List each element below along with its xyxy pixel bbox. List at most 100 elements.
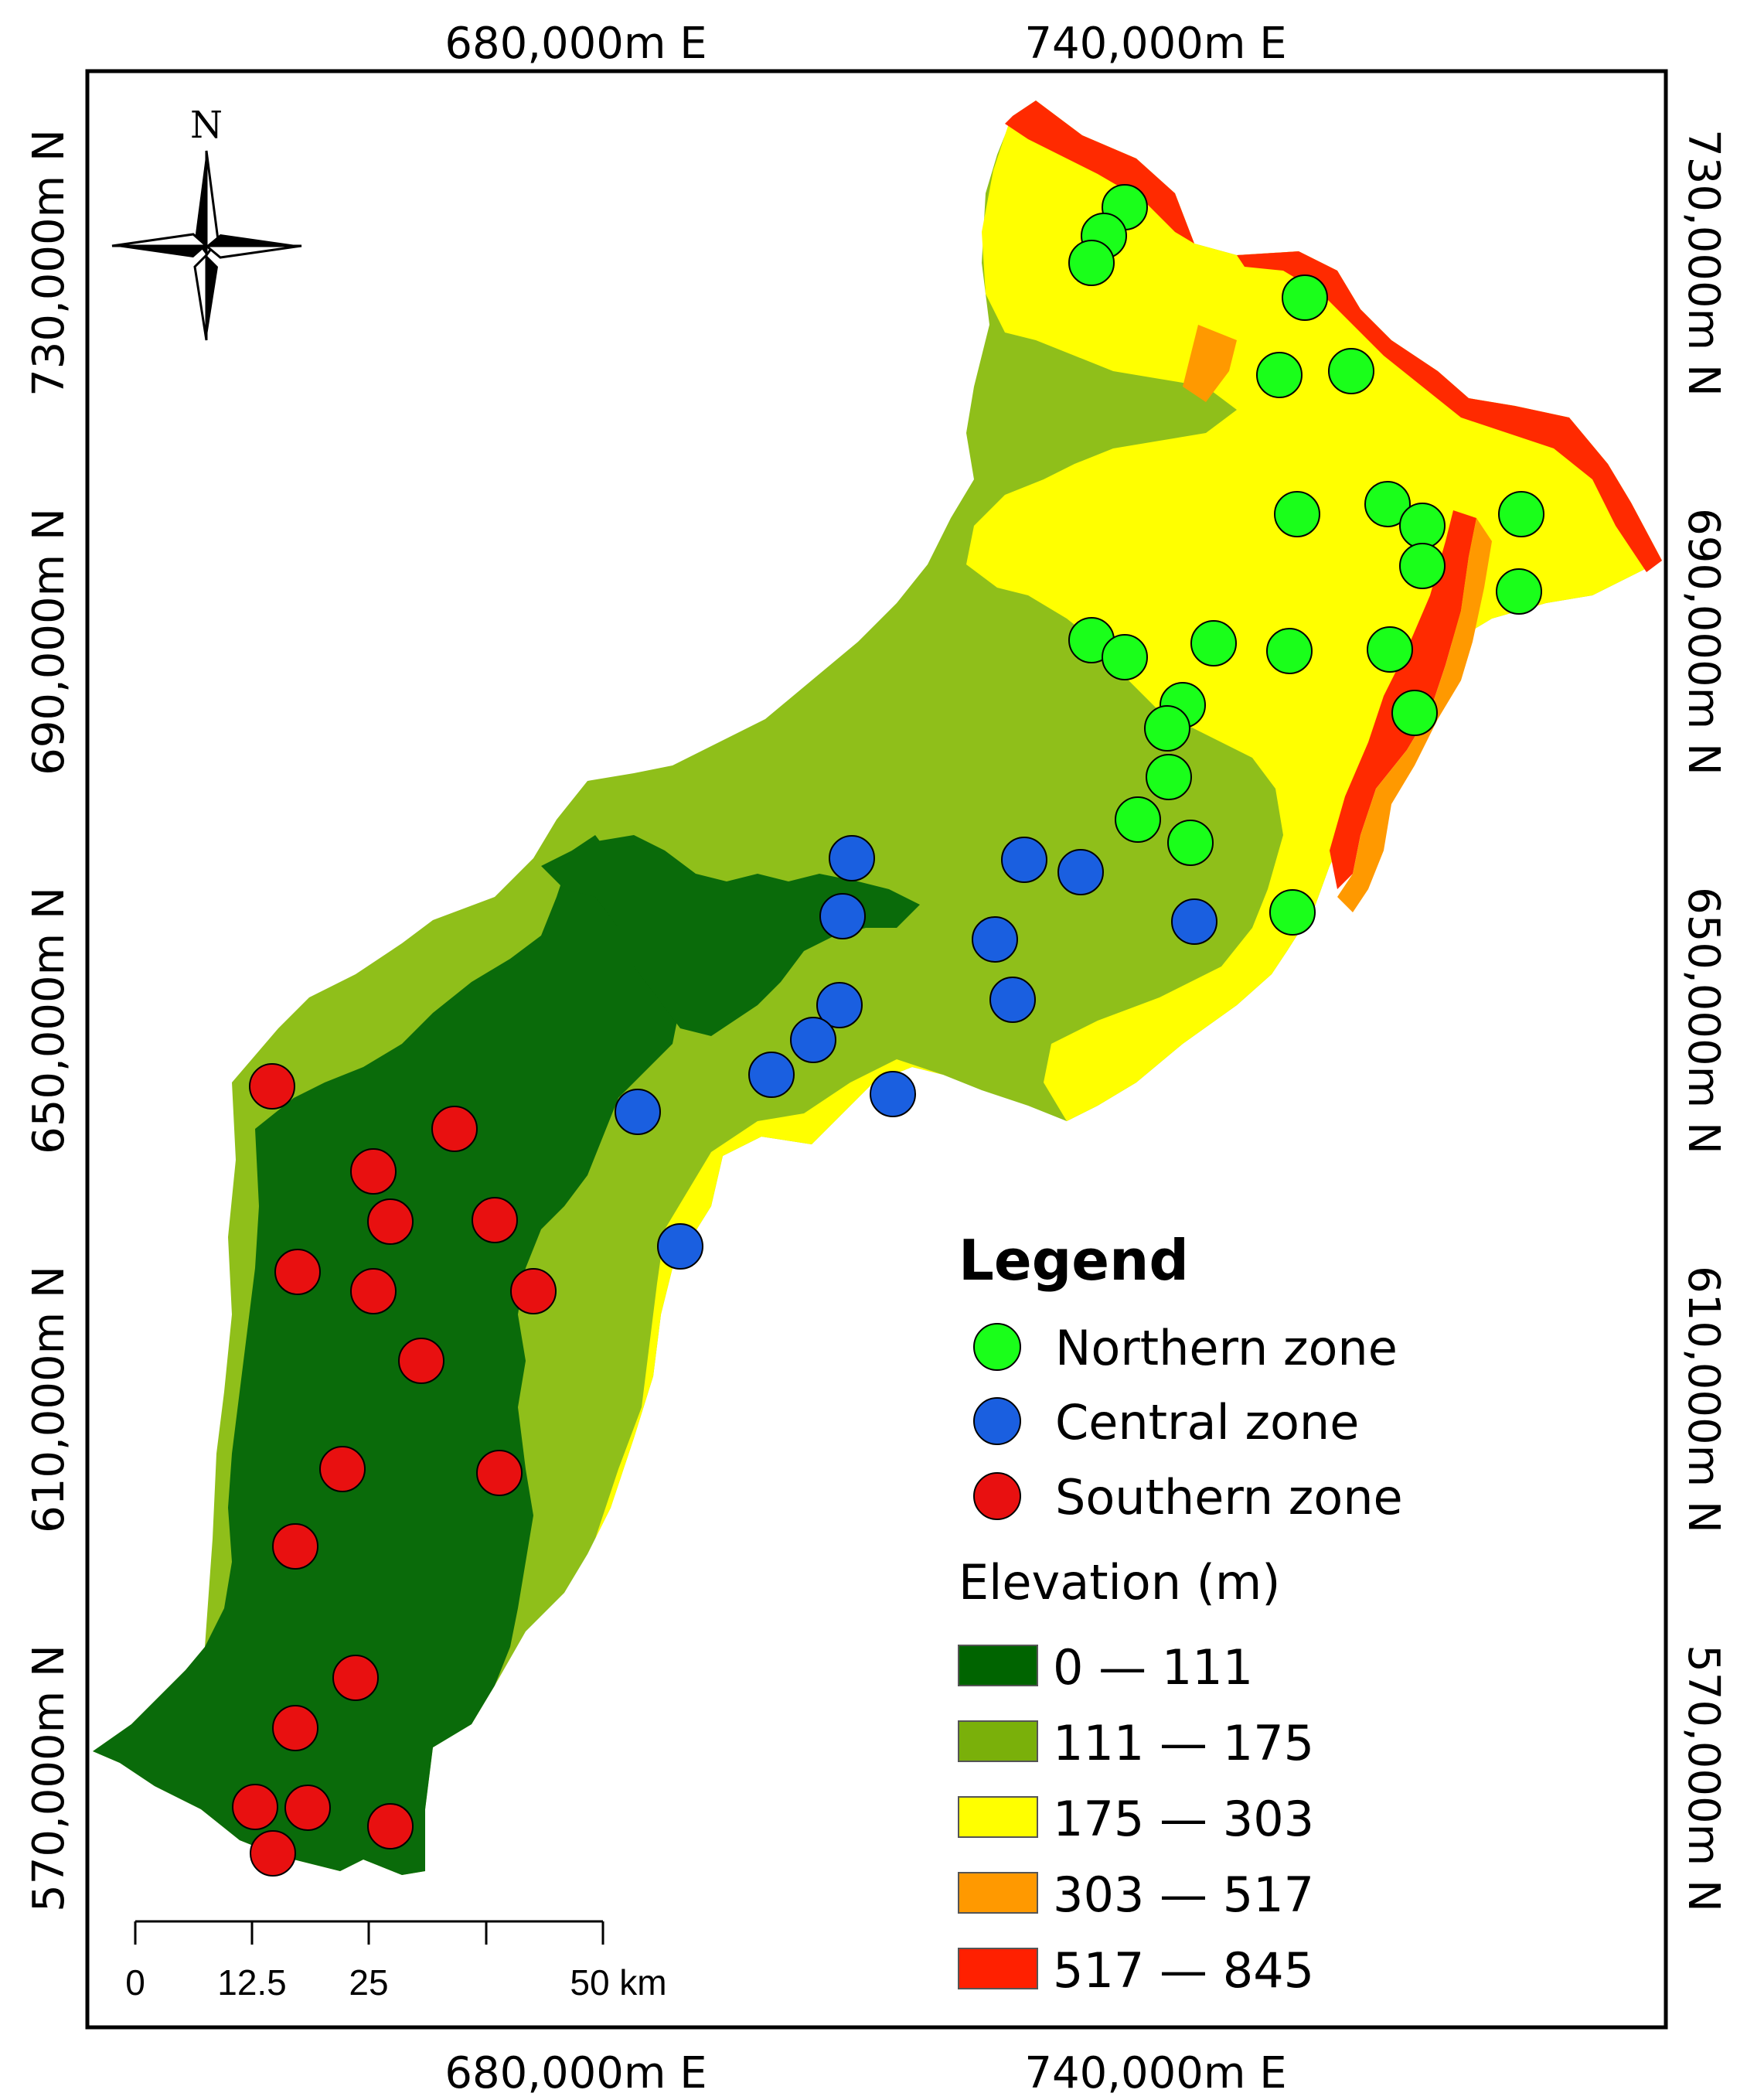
elevation-175-303-west <box>595 1059 943 1539</box>
legend: Legend Northern zone Central zone Southe… <box>958 1228 1403 1999</box>
southern-zone-point <box>274 1249 321 1295</box>
bottom-label-740000: 740,000m E <box>1024 2048 1286 2098</box>
legend-label-111-175: 111 — 175 <box>1053 1715 1314 1771</box>
elevation-303-517-northeast <box>1183 325 1237 402</box>
northern-zone-point <box>1367 626 1413 673</box>
southern-zone-point <box>472 1197 518 1243</box>
legend-swatch-517-845 <box>958 1948 1038 1989</box>
central-zone-point <box>790 1017 836 1063</box>
scale-label-25: 25 <box>349 1962 388 2003</box>
right-label-610000: 610,000m N <box>1678 1266 1728 1533</box>
left-label-730000: 730,000m N <box>24 129 74 397</box>
northern-zone-point <box>1068 240 1115 286</box>
central-zone-point <box>1057 849 1104 895</box>
southern-zone-point <box>272 1705 318 1751</box>
southern-zone-point <box>350 1148 397 1195</box>
central-zone-points <box>615 835 1217 1270</box>
northern-zone-point <box>1399 543 1446 589</box>
scale-bar: 0 12.5 25 50 km <box>125 1920 667 2003</box>
central-zone-point <box>657 1223 703 1270</box>
southern-zone-point <box>232 1784 278 1830</box>
central-zone-point <box>819 893 866 939</box>
southern-zone-point <box>350 1268 397 1314</box>
legend-swatch-303-517 <box>958 1872 1038 1914</box>
legend-southern-label: Southern zone <box>1055 1469 1403 1526</box>
northern-zone-point <box>1190 620 1237 666</box>
elevation-517-845-north <box>1005 101 1194 244</box>
southern-zone-point <box>284 1785 331 1831</box>
central-zone-point <box>829 835 875 881</box>
northern-zone-point <box>1102 634 1148 680</box>
central-zone-point <box>816 982 863 1028</box>
legend-label-517-845: 517 — 845 <box>1053 1942 1314 1999</box>
northern-zone-point <box>1167 820 1214 866</box>
central-zone-point <box>615 1089 661 1135</box>
right-label-690000: 690,000m N <box>1678 508 1728 776</box>
top-label-680000: 680,000m E <box>444 19 707 69</box>
northern-zone-point <box>1391 690 1438 736</box>
southern-zone-point <box>431 1106 478 1152</box>
northern-zone-point <box>1364 481 1411 527</box>
left-label-690000: 690,000m N <box>24 508 74 776</box>
southern-zone-points <box>232 1063 557 1877</box>
legend-title: Legend <box>959 1228 1189 1293</box>
legend-swatch-111-175 <box>958 1720 1038 1762</box>
legend-central-label: Central zone <box>1055 1394 1359 1451</box>
northern-zone-point <box>1328 348 1374 394</box>
southern-zone-point <box>272 1523 318 1570</box>
north-arrow-icon: N <box>111 104 302 341</box>
elevation-0-111-central <box>541 835 920 1036</box>
bottom-label-680000: 680,000m E <box>444 2048 707 2098</box>
southern-zone-point <box>367 1803 414 1849</box>
northern-zone-point <box>1274 491 1320 537</box>
northern-zone-point <box>1399 503 1446 549</box>
northern-zone-point <box>1282 274 1328 321</box>
top-label-740000: 740,000m E <box>1024 19 1286 69</box>
legend-central-marker <box>973 1397 1021 1445</box>
legend-elevation-title: Elevation (m) <box>959 1554 1280 1611</box>
legend-label-175-303: 175 — 303 <box>1053 1791 1314 1847</box>
central-zone-point <box>870 1071 916 1117</box>
northern-zone-point <box>1146 754 1192 800</box>
northern-zone-point <box>1496 568 1542 615</box>
elevation-303-517-east <box>1337 518 1492 912</box>
southern-zone-point <box>367 1198 414 1245</box>
southern-zone-point <box>398 1338 444 1384</box>
study-area <box>93 101 1662 1875</box>
southern-zone-point <box>476 1450 523 1496</box>
central-zone-point <box>972 916 1018 963</box>
left-label-650000: 650,000m N <box>24 887 74 1154</box>
elevation-0-111-south <box>93 835 680 1875</box>
southern-zone-point <box>332 1655 379 1701</box>
north-label: N <box>190 104 223 147</box>
legend-swatch-175-303 <box>958 1796 1038 1838</box>
right-label-650000: 650,000m N <box>1678 887 1728 1154</box>
scale-label-0: 0 <box>125 1962 145 2003</box>
southern-zone-point <box>319 1446 366 1492</box>
northern-zone-point <box>1144 705 1190 752</box>
southern-zone-point <box>249 1063 295 1110</box>
northern-zone-point <box>1256 352 1303 398</box>
central-zone-point <box>1001 837 1047 883</box>
northern-zone-point <box>1498 491 1544 537</box>
legend-swatch-0-111 <box>958 1645 1038 1686</box>
right-label-730000: 730,000m N <box>1678 129 1728 397</box>
central-zone-point <box>1171 898 1217 945</box>
southern-zone-point <box>510 1268 557 1314</box>
legend-southern-marker <box>973 1472 1021 1520</box>
northern-zone-point <box>1115 796 1161 843</box>
legend-label-303-517: 303 — 517 <box>1053 1866 1314 1923</box>
central-zone-point <box>989 977 1036 1023</box>
elevation-175-303-area <box>966 101 1662 1121</box>
left-label-570000: 570,000m N <box>24 1645 74 1912</box>
scale-label-12-5: 12.5 <box>217 1962 287 2003</box>
map-frame <box>85 69 1668 2030</box>
northern-zone-points <box>1068 184 1544 936</box>
right-label-570000: 570,000m N <box>1678 1645 1728 1912</box>
northern-zone-point <box>1269 889 1316 936</box>
central-zone-point <box>748 1052 795 1098</box>
scale-label-50-km: 50 km <box>570 1962 666 2003</box>
legend-label-0-111: 0 — 111 <box>1053 1639 1253 1696</box>
southern-zone-point <box>250 1830 296 1877</box>
